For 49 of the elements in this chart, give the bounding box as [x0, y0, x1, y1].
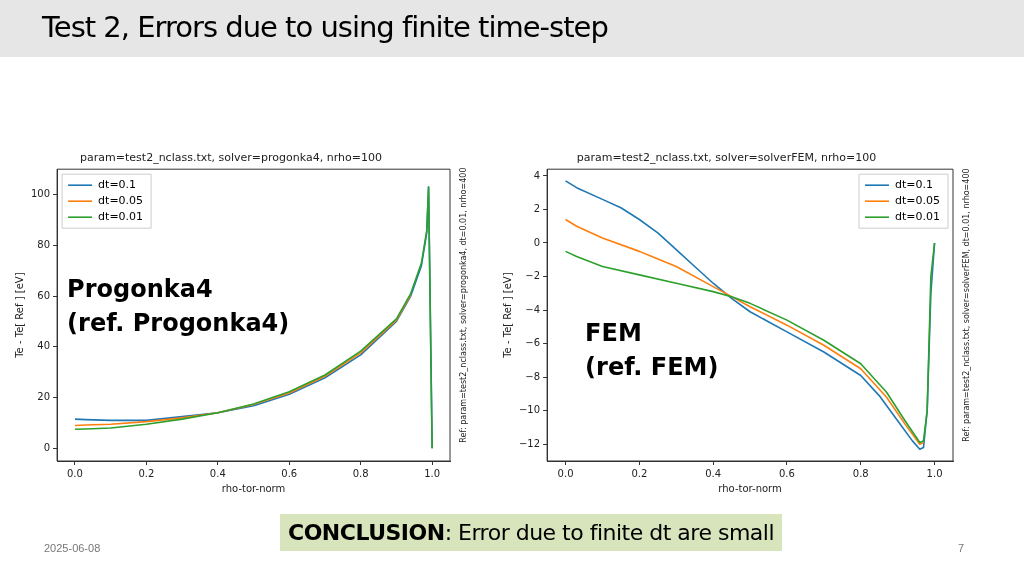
- y-tick-label: −10: [518, 404, 541, 416]
- y-tick-label: −2: [525, 270, 541, 282]
- legend-label: dt=0.01: [895, 210, 941, 224]
- y-tick-label: 0: [43, 441, 51, 453]
- chart-title: param=test2_nclass.txt, solver=progonka4, nrho=100: [80, 151, 382, 165]
- legend-label: dt=0.05: [895, 194, 941, 208]
- x-axis-title: rho-tor-norm: [718, 482, 782, 494]
- y-tick-label: 80: [37, 238, 51, 250]
- annotation: FEM: [585, 319, 642, 348]
- text: CONCLUSION: Error due to finite dt are small: [280, 514, 783, 551]
- y-tick-label: −8: [525, 370, 541, 382]
- x-tick-label: 0.2: [631, 467, 648, 479]
- x-tick-label: 0.2: [138, 467, 155, 479]
- x-tick-label: 1.0: [424, 467, 441, 479]
- y-tick-label: −6: [525, 337, 541, 349]
- y-tick-label: −4: [525, 303, 541, 315]
- annotation: (ref. FEM): [585, 353, 719, 382]
- x-tick-label: 0.8: [852, 467, 869, 479]
- y-tick-label: 0: [533, 236, 541, 248]
- legend-label: dt=0.05: [98, 194, 144, 208]
- x-tick-label: 0.0: [557, 467, 574, 479]
- x-tick-label: 0.0: [66, 467, 83, 479]
- text: 2025-06-08: [44, 542, 101, 554]
- y-tick-label: 2: [533, 203, 541, 215]
- x-axis-title: rho-tor-norm: [221, 482, 286, 494]
- text: 7: [958, 542, 965, 554]
- legend-label: dt=0.1: [895, 178, 934, 192]
- y2-axis-title: Ref: param=test2_nclass.txt, solver=progonka4, dt=0.01, nrho=400: [459, 167, 469, 443]
- y-tick-label: −12: [518, 437, 541, 449]
- y-tick-label: 20: [37, 391, 51, 403]
- chart-title: param=test2_nclass.txt, solver=solverFEM, nrho=100: [576, 151, 877, 165]
- y-tick-label: 40: [37, 340, 51, 352]
- x-tick-label: 0.4: [705, 467, 722, 479]
- y-tick-label: 4: [533, 169, 541, 181]
- annotation: Progonka4: [67, 275, 213, 304]
- y-axis-title: Te - Te[ Ref ] [eV]: [501, 272, 513, 359]
- x-tick-label: 0.6: [779, 467, 795, 479]
- legend-label: dt=0.01: [98, 210, 144, 224]
- annotation: (ref. Progonka4): [67, 309, 290, 338]
- y-axis-title: Te - Te[ Ref ] [eV]: [13, 272, 25, 359]
- x-tick-label: 0.4: [209, 467, 226, 479]
- x-tick-label: 0.6: [281, 467, 298, 479]
- y2-axis-title: Ref: param=test2_nclass.txt, solver=solverFEM, dt=0.01, nrho=400: [962, 168, 972, 442]
- y-tick-label: 60: [37, 289, 51, 301]
- text: Test 2, Errors due to using finite time-step: [42, 10, 608, 44]
- legend-label: dt=0.1: [98, 178, 137, 192]
- x-tick-label: 0.8: [352, 467, 369, 479]
- y-tick-label: 100: [30, 188, 51, 200]
- x-tick-label: 1.0: [926, 467, 943, 479]
